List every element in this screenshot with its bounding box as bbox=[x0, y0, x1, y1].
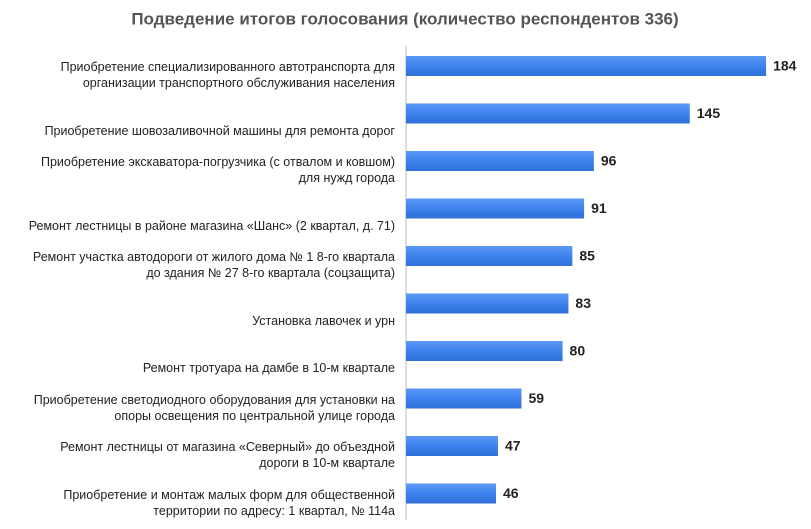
value-label: 145 bbox=[697, 105, 721, 121]
bar bbox=[406, 293, 569, 314]
bar bbox=[406, 341, 563, 361]
bar bbox=[406, 246, 573, 266]
bar bbox=[406, 56, 767, 76]
category-label: Ремонт участка автодороги от жилого дома… bbox=[32, 250, 395, 280]
bar bbox=[406, 151, 594, 171]
bar bbox=[406, 103, 690, 124]
value-label: 46 bbox=[503, 485, 519, 501]
value-label: 91 bbox=[591, 200, 607, 216]
category-label: Приобретение экскаватора-погрузчика (с о… bbox=[41, 155, 395, 185]
category-label: Ремонт лестницы от магазина «Северный» д… bbox=[60, 440, 395, 470]
value-label: 85 bbox=[579, 248, 595, 264]
bar bbox=[406, 436, 498, 456]
category-label: Ремонт тротуара на дамбе в 10-м квартале bbox=[142, 361, 395, 375]
value-label: 83 bbox=[575, 295, 591, 311]
category-label: Приобретение и монтаж малых форм для общ… bbox=[63, 487, 395, 518]
bar bbox=[406, 483, 497, 504]
value-label: 47 bbox=[505, 438, 521, 454]
bar bbox=[406, 388, 522, 409]
category-label: Ремонт лестницы в районе магазина «Шанс»… bbox=[28, 218, 395, 233]
category-label: Установка лавочек и урн bbox=[252, 313, 395, 328]
value-label: 96 bbox=[601, 153, 617, 169]
value-label: 80 bbox=[570, 343, 586, 359]
bar bbox=[406, 198, 585, 219]
chart-title: Подведение итогов голосования (количеств… bbox=[131, 9, 678, 28]
category-label: Приобретение светодиодного оборудования … bbox=[33, 392, 395, 423]
category-label: Приобретение шовозаливочной машины для р… bbox=[44, 123, 395, 138]
category-label: Приобретение специализированного автотра… bbox=[60, 60, 395, 90]
value-label: 59 bbox=[528, 390, 544, 406]
value-label: 184 bbox=[773, 58, 797, 74]
